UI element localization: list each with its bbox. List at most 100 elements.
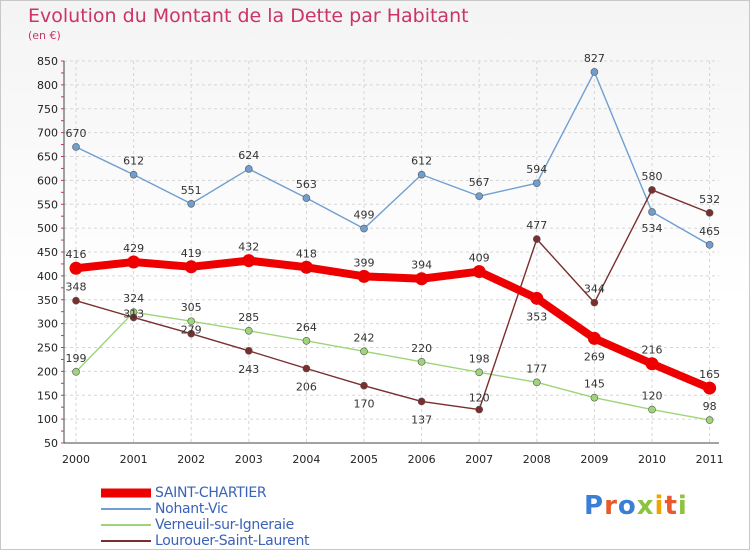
data-label-verneuil-sur-igneraie-2001: 324 [123, 292, 144, 305]
y-tick-label-400: 400 [37, 270, 58, 283]
x-tick-label-2011: 2011 [696, 453, 724, 466]
data-label-nohant-vic-2010: 534 [642, 222, 663, 235]
y-tick-label-250: 250 [37, 342, 58, 355]
data-label-lourouer-saint-laurent-2006: 137 [411, 413, 432, 426]
y-tick-label-350: 350 [37, 294, 58, 307]
point-lourouer-saint-laurent-2009 [590, 298, 599, 307]
data-label-lourouer-saint-laurent-2007: 120 [469, 392, 490, 405]
y-tick-label-850: 850 [37, 55, 58, 68]
legend-swatch-nohant-vic [101, 508, 151, 510]
point-verneuil-sur-igneraie-2006 [417, 358, 426, 366]
point-saint-chartier-2010 [645, 357, 659, 371]
point-saint-chartier-2002 [184, 260, 198, 274]
data-label-saint-chartier-2008: 353 [526, 310, 547, 323]
point-lourouer-saint-laurent-2003 [245, 347, 253, 355]
legend-label-lourouer: Lourouer-Saint-Laurent [155, 533, 310, 549]
data-label-verneuil-sur-igneraie-2004: 264 [296, 321, 317, 334]
point-nohant-vic-2001 [129, 170, 138, 179]
data-label-verneuil-sur-igneraie-2011: 98 [703, 400, 717, 413]
point-verneuil-sur-igneraie-2000 [72, 368, 80, 376]
data-label-saint-chartier-2004: 418 [296, 247, 317, 260]
data-label-lourouer-saint-laurent-2000: 348 [66, 281, 87, 294]
point-verneuil-sur-igneraie-2008 [532, 378, 541, 387]
data-label-nohant-vic-2005: 499 [354, 209, 375, 222]
x-tick-label-2005: 2005 [350, 453, 378, 466]
data-label-verneuil-sur-igneraie-2009: 145 [584, 378, 605, 391]
data-label-verneuil-sur-igneraie-2010: 120 [642, 390, 663, 403]
data-label-nohant-vic-2009: 827 [584, 52, 605, 65]
y-tick-label-50: 50 [44, 437, 58, 450]
data-label-saint-chartier-2001: 429 [123, 242, 144, 255]
data-label-nohant-vic-2002: 551 [181, 184, 202, 197]
point-lourouer-saint-laurent-2008 [532, 235, 541, 243]
point-lourouer-saint-laurent-2002 [187, 329, 195, 338]
data-label-lourouer-saint-laurent-2008: 477 [526, 219, 547, 232]
y-tick-label-150: 150 [37, 389, 58, 402]
data-label-verneuil-sur-igneraie-2008: 177 [526, 362, 547, 375]
y-tick-label-500: 500 [37, 222, 58, 235]
point-verneuil-sur-igneraie-2002 [187, 317, 195, 326]
point-saint-chartier-2001 [127, 255, 141, 269]
data-label-saint-chartier-2011: 165 [699, 368, 720, 381]
point-nohant-vic-2007 [475, 192, 484, 200]
y-tick-label-800: 800 [37, 79, 58, 92]
data-label-nohant-vic-2004: 563 [296, 178, 317, 191]
point-nohant-vic-2010 [648, 208, 656, 216]
data-label-lourouer-saint-laurent-2011: 532 [699, 193, 720, 206]
data-label-verneuil-sur-igneraie-2007: 198 [469, 352, 490, 365]
data-label-nohant-vic-2001: 612 [123, 155, 144, 168]
point-lourouer-saint-laurent-2004 [302, 364, 311, 373]
point-saint-chartier-2009 [587, 331, 601, 345]
legend-item-verneuil: Verneuil-sur-Igneraie [101, 517, 309, 533]
chart-title: Evolution du Montant de la Dette par Hab… [28, 5, 469, 27]
data-label-saint-chartier-2000: 416 [66, 248, 87, 261]
x-tick-label-2006: 2006 [408, 453, 436, 466]
y-tick-label-550: 550 [37, 198, 58, 211]
data-label-lourouer-saint-laurent-2009: 344 [584, 283, 605, 296]
point-saint-chartier-2006 [415, 272, 429, 286]
point-verneuil-sur-igneraie-2005 [360, 347, 368, 356]
legend-label-saint-chartier: SAINT-CHARTIER [155, 485, 267, 501]
point-verneuil-sur-igneraie-2010 [648, 405, 656, 414]
series-line-nohant-vic [75, 71, 711, 246]
point-verneuil-sur-igneraie-2007 [475, 368, 484, 377]
x-tick-label-2004: 2004 [292, 453, 320, 466]
point-verneuil-sur-igneraie-2004 [302, 337, 311, 345]
data-label-lourouer-saint-laurent-2005: 170 [354, 398, 375, 411]
data-label-verneuil-sur-igneraie-2003: 285 [238, 311, 259, 324]
point-verneuil-sur-igneraie-2009 [590, 393, 599, 402]
y-tick-label-600: 600 [37, 174, 58, 187]
data-label-verneuil-sur-igneraie-2006: 220 [411, 342, 432, 355]
point-nohant-vic-2005 [360, 224, 368, 233]
point-nohant-vic-2011 [705, 241, 714, 249]
legend-swatch-verneuil [101, 524, 151, 526]
data-label-lourouer-saint-laurent-2004: 206 [296, 381, 317, 394]
legend-swatch-lourouer [101, 540, 151, 542]
point-lourouer-saint-laurent-2011 [705, 209, 714, 217]
data-label-saint-chartier-2002: 419 [181, 247, 202, 260]
chart-unit: (en €) [28, 29, 61, 42]
data-label-lourouer-saint-laurent-2001: 313 [123, 307, 144, 320]
x-tick-label-2009: 2009 [580, 453, 608, 466]
data-label-saint-chartier-2003: 432 [238, 241, 259, 254]
point-nohant-vic-2008 [532, 179, 541, 188]
point-lourouer-saint-laurent-2005 [360, 381, 368, 390]
point-saint-chartier-2007 [472, 265, 486, 279]
x-tick-label-2002: 2002 [177, 453, 205, 466]
series-line-lourouer-saint-laurent [75, 189, 711, 411]
data-label-verneuil-sur-igneraie-2005: 242 [354, 331, 375, 344]
point-nohant-vic-2003 [245, 165, 253, 173]
y-tick-label-450: 450 [37, 246, 58, 259]
x-tick-label-2003: 2003 [235, 453, 263, 466]
series-line-verneuil-sur-igneraie [75, 311, 711, 421]
proxiti-logo: Proxiti [584, 491, 688, 521]
x-tick-label-2000: 2000 [62, 453, 90, 466]
data-label-saint-chartier-2006: 394 [411, 259, 432, 272]
data-label-lourouer-saint-laurent-2002: 279 [181, 324, 202, 337]
data-label-saint-chartier-2005: 399 [354, 256, 375, 269]
data-label-saint-chartier-2007: 409 [469, 252, 490, 265]
point-saint-chartier-2003 [242, 254, 256, 268]
legend-label-nohant-vic: Nohant-Vic [155, 501, 228, 517]
data-label-nohant-vic-2007: 567 [469, 176, 490, 189]
point-lourouer-saint-laurent-2007 [475, 405, 484, 414]
